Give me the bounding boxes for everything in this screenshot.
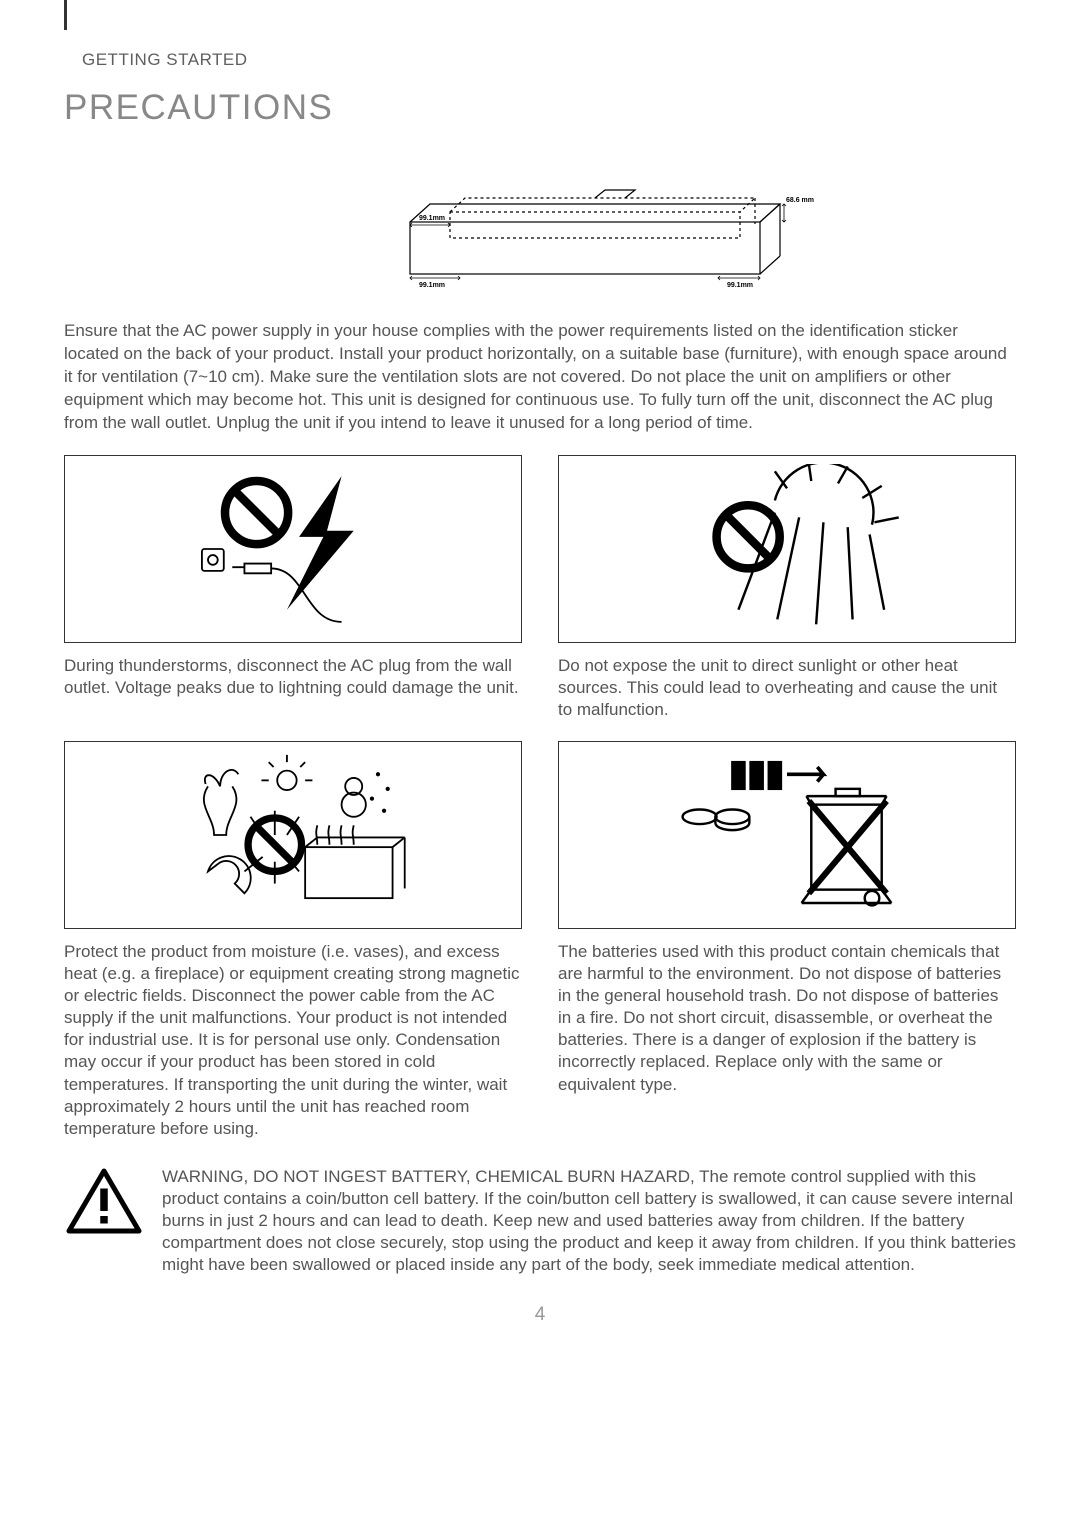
page-number: 4 — [64, 1304, 1016, 1326]
dim-bottom-left: 99.1mm — [419, 282, 445, 289]
section-label: GETTING STARTED — [82, 50, 1016, 70]
clearance-diagram-svg: 99.1mm 99.1mm 99.1mm 68.6 mm — [260, 152, 820, 292]
clearance-diagram: 99.1mm 99.1mm 99.1mm 68.6 mm — [64, 152, 1016, 292]
sunlight-illustration — [558, 455, 1016, 643]
dim-bottom-right: 99.1mm — [727, 282, 753, 289]
battery-illustration — [558, 741, 1016, 929]
moisture-text: Protect the product from moisture (i.e. … — [64, 941, 522, 1140]
warning-text: WARNING, DO NOT INGEST BATTERY, CHEMICAL… — [162, 1166, 1016, 1276]
thunderstorm-text: During thunderstorms, disconnect the AC … — [64, 655, 522, 699]
thunderstorm-illustration — [64, 455, 522, 643]
dim-right: 68.6 mm — [786, 197, 814, 204]
battery-text: The batteries used with this product con… — [558, 941, 1016, 1096]
moisture-illustration — [64, 741, 522, 929]
warning-triangle-icon — [64, 1166, 144, 1276]
page-title: PRECAUTIONS — [64, 88, 1016, 128]
intro-paragraph: Ensure that the AC power supply in your … — [64, 320, 1016, 435]
dim-top-left: 99.1mm — [419, 215, 445, 222]
warning-block: WARNING, DO NOT INGEST BATTERY, CHEMICAL… — [64, 1166, 1016, 1276]
sunlight-text: Do not expose the unit to direct sunligh… — [558, 655, 1016, 721]
side-tick — [64, 0, 67, 30]
